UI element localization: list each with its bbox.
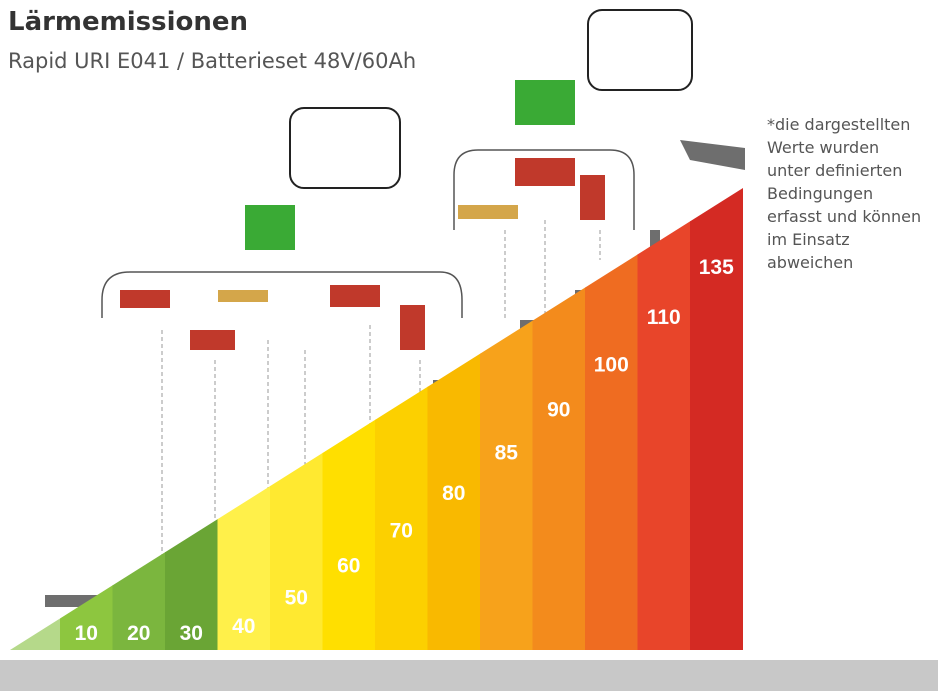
level-label: 135 <box>699 256 734 279</box>
level-label: 110 <box>647 306 681 329</box>
level-label: 40 <box>232 615 255 638</box>
level-label: 100 <box>594 354 629 377</box>
note-line: *die dargestellten <box>767 115 910 134</box>
level-label: 60 <box>337 554 360 577</box>
note-line: Werte wurden <box>767 138 879 157</box>
level-label: 10 <box>75 622 98 645</box>
infographic: Lärmemissionen Rapid URI E041 / Batterie… <box>0 0 938 691</box>
subtitle: Rapid URI E041 / Batterieset 48V/60Ah <box>8 49 416 73</box>
level-column <box>323 180 376 650</box>
level-column <box>428 180 481 650</box>
level-column <box>638 180 691 650</box>
note-line: Bedingungen <box>767 184 873 203</box>
level-column <box>218 180 271 650</box>
level-label: 20 <box>127 622 150 645</box>
band-start <box>10 180 60 650</box>
level-label: 70 <box>390 520 413 543</box>
note-line: im Einsatz <box>767 230 850 249</box>
level-column <box>690 180 743 650</box>
level-column <box>585 180 638 650</box>
level-label: 90 <box>547 399 570 422</box>
level-column <box>113 180 166 650</box>
level-label: 50 <box>285 586 308 609</box>
level-label: 80 <box>442 482 465 505</box>
level-label: 30 <box>180 622 203 645</box>
title: Lärmemissionen <box>8 7 248 37</box>
level-column <box>165 180 218 650</box>
note-line: abweichen <box>767 253 853 272</box>
level-column <box>480 180 533 650</box>
level-column <box>375 180 428 650</box>
level-label: 85 <box>495 442 519 465</box>
level-column <box>270 180 323 650</box>
level-column <box>60 180 113 650</box>
note-line: erfasst und können <box>767 207 921 226</box>
footer-bar <box>0 660 938 691</box>
note-line: unter definierten <box>767 161 902 180</box>
